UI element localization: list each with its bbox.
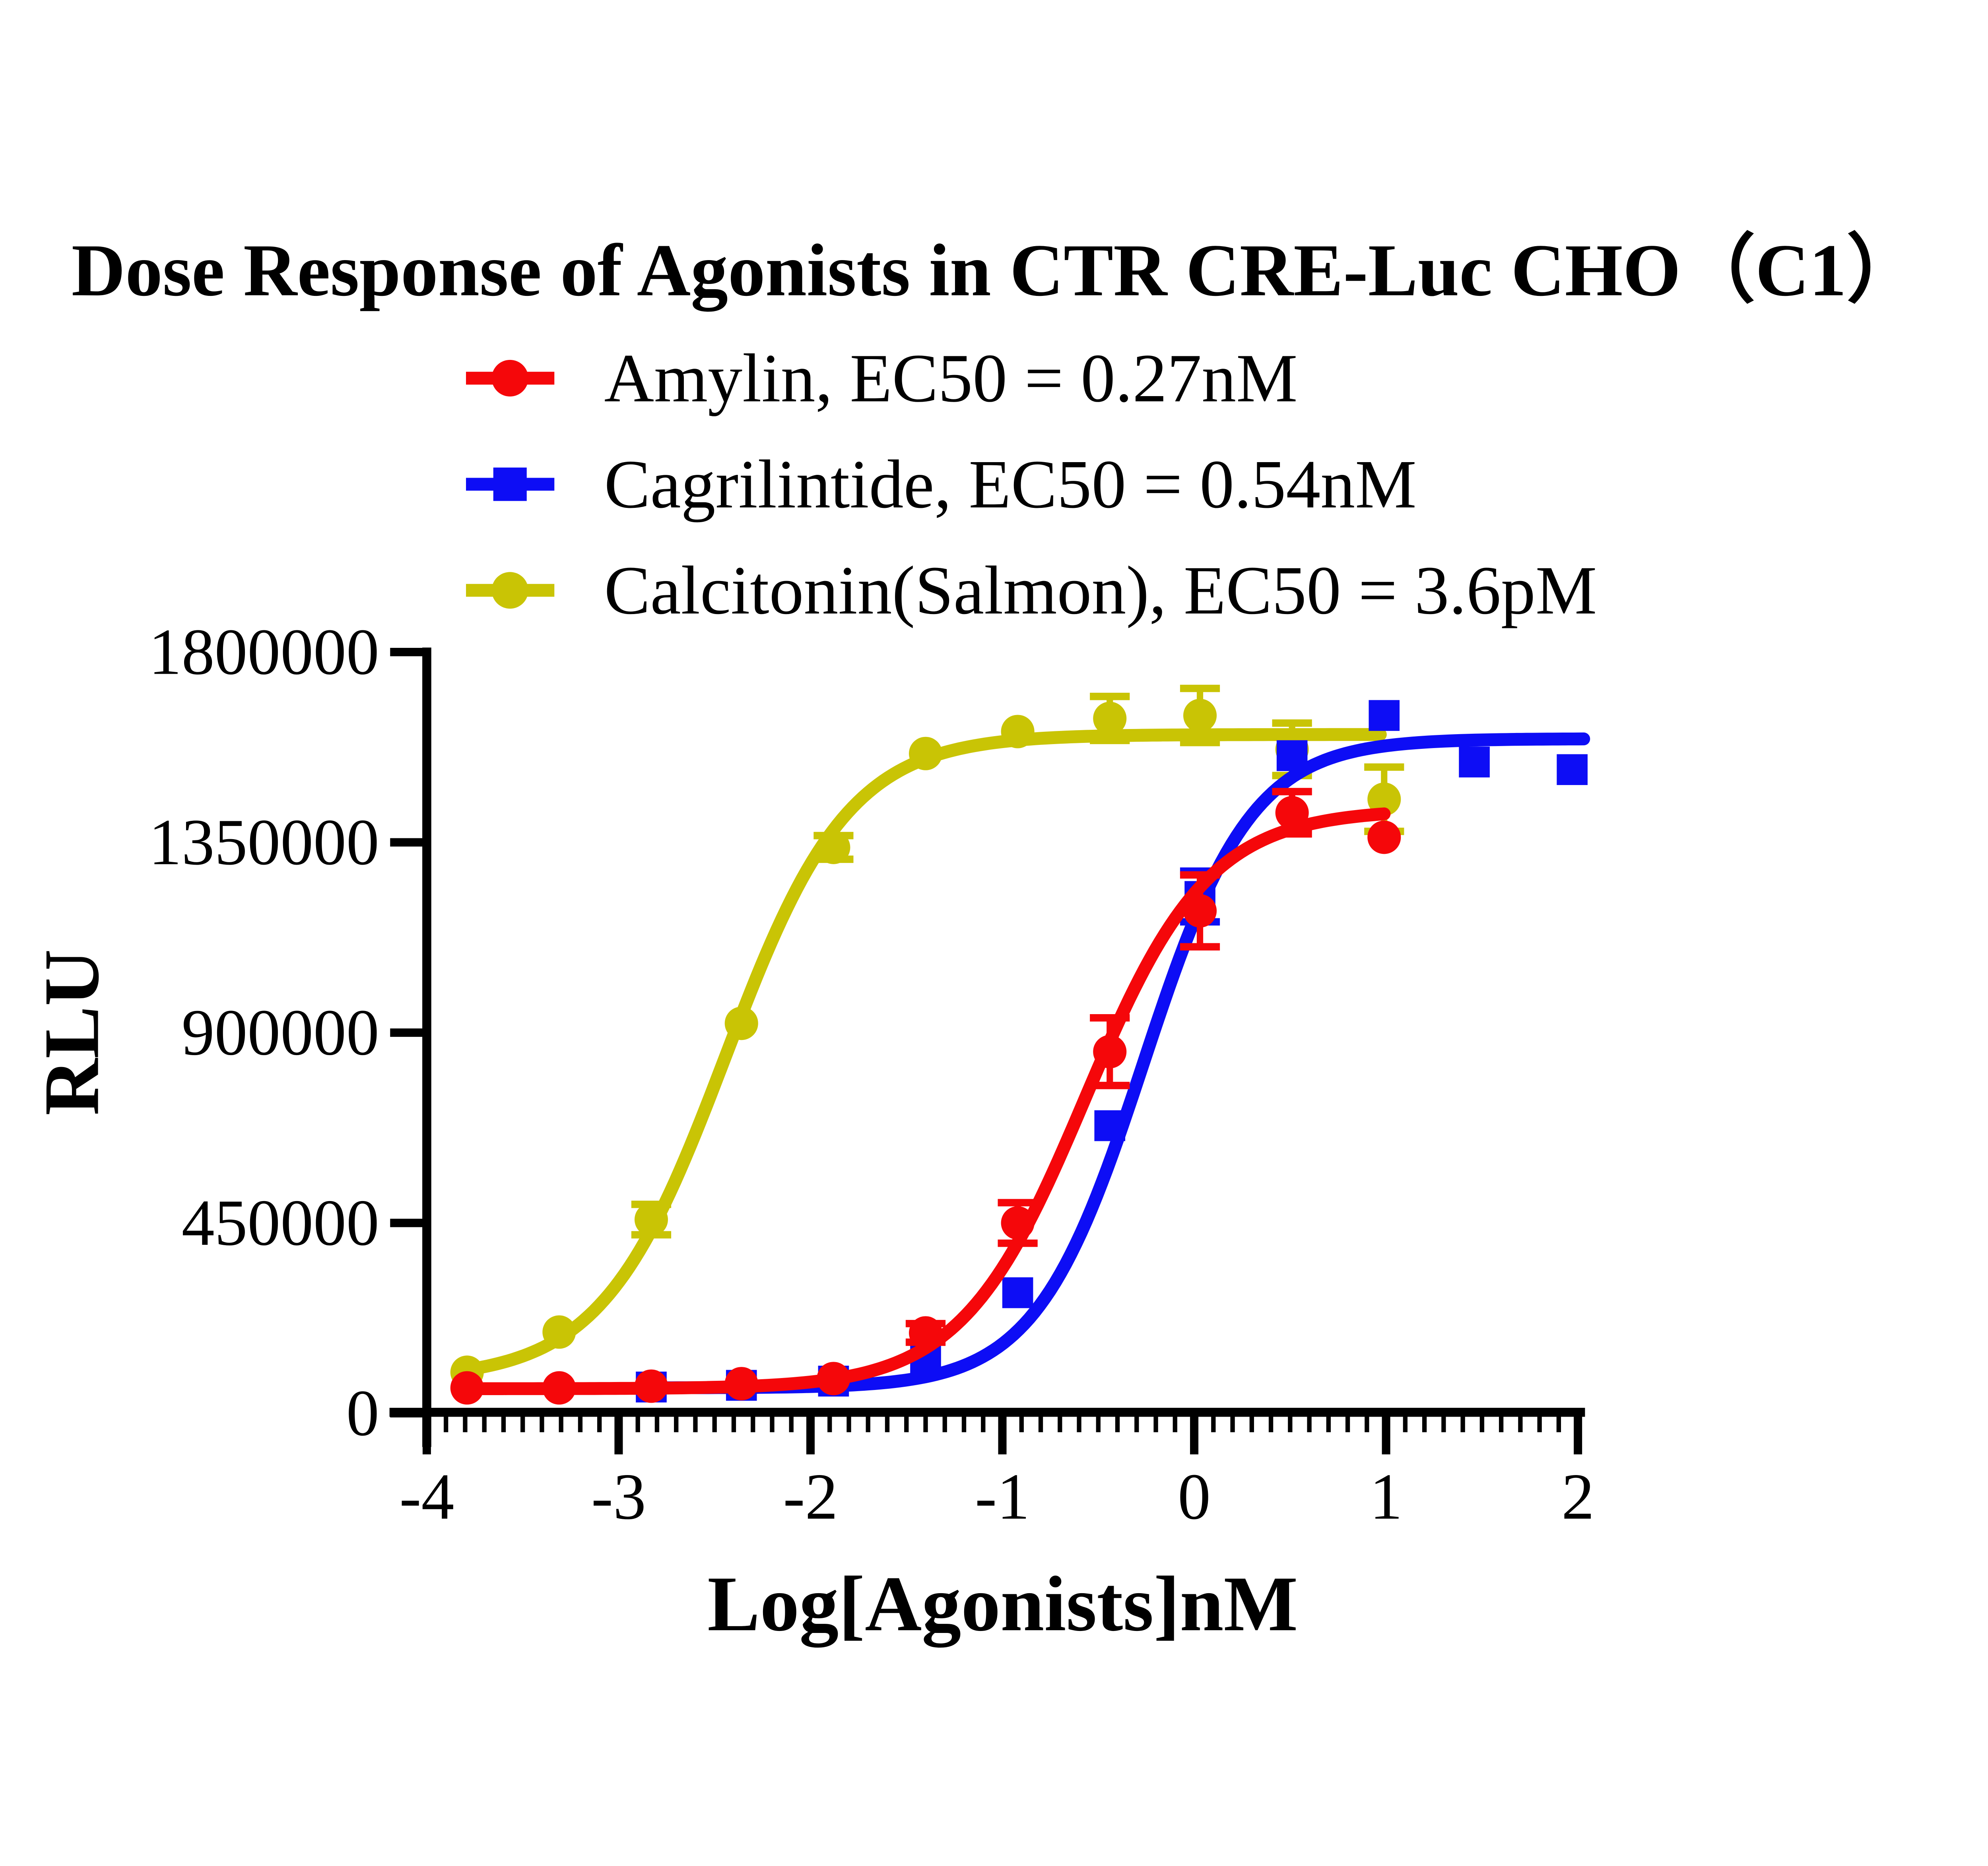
y-tick-label: 1350000 xyxy=(149,805,379,879)
x-tick-label: 2 xyxy=(1561,1460,1594,1533)
data-point-circle xyxy=(1183,699,1217,733)
data-point-circle xyxy=(1093,1035,1127,1069)
y-tick-label: 1800000 xyxy=(149,615,379,688)
data-point-circle xyxy=(542,1315,576,1349)
data-point-circle xyxy=(1367,820,1401,854)
data-point-circle xyxy=(724,1007,758,1040)
data-point-circle xyxy=(634,1203,668,1236)
x-axis-title: Log[Agonists]nM xyxy=(707,1560,1298,1648)
data-point-circle xyxy=(1367,782,1401,816)
plot-series xyxy=(450,684,1590,1405)
data-point-circle xyxy=(1093,702,1127,735)
y-axis-title: RLU xyxy=(28,949,115,1116)
data-point-circle xyxy=(1001,1206,1035,1240)
legend-circle-marker xyxy=(491,360,528,397)
data-point-circle xyxy=(817,1362,850,1396)
y-tick-label: 450000 xyxy=(182,1186,379,1259)
data-point-circle xyxy=(1275,796,1309,830)
data-point-square xyxy=(1459,746,1490,778)
x-tick-label: -4 xyxy=(399,1460,454,1533)
x-tick-label: -3 xyxy=(591,1460,646,1533)
series-calcitonin-salmon- xyxy=(450,684,1404,1389)
data-point-square xyxy=(1002,1277,1033,1308)
data-point-square xyxy=(1557,754,1588,785)
data-point-square xyxy=(1276,740,1308,771)
y-tick-label: 900000 xyxy=(182,996,379,1069)
legend-markers xyxy=(466,360,555,609)
data-point-circle xyxy=(1001,715,1035,748)
legend-square-marker xyxy=(493,467,527,501)
legend-label-cagrilintide: Cagrilintide, EC50 = 0.54nM xyxy=(604,446,1417,523)
data-point-circle xyxy=(817,830,850,864)
data-point-circle xyxy=(542,1371,576,1405)
data-point-square xyxy=(1094,1110,1126,1141)
chart-title: Dose Response of Agonists in CTR CRE-Luc… xyxy=(72,229,1921,311)
data-point-square xyxy=(1369,700,1400,731)
data-point-circle xyxy=(634,1369,668,1403)
legend-circle-marker xyxy=(491,572,528,609)
axes: 0 450000 900000 1350000 1800000 -4 -3 -2 -1 0 1 2 xyxy=(149,615,1594,1533)
legend-label-calcitonin: Calcitonin(Salmon), EC50 = 3.6pM xyxy=(604,552,1597,629)
legend-label-amylin: Amylin, EC50 = 0.27nM xyxy=(604,340,1298,416)
data-point-circle xyxy=(724,1367,758,1401)
y-tick-label: 0 xyxy=(346,1376,379,1450)
data-point-circle xyxy=(1183,894,1217,928)
x-tick-label: -2 xyxy=(783,1460,838,1533)
x-tick-label: 0 xyxy=(1178,1460,1211,1533)
data-point-circle xyxy=(909,737,943,770)
series-amylin xyxy=(450,788,1401,1405)
x-tick-label: -1 xyxy=(975,1460,1030,1533)
data-point-circle xyxy=(450,1371,484,1405)
data-point-circle xyxy=(909,1316,943,1350)
x-tick-label: 1 xyxy=(1370,1460,1403,1533)
